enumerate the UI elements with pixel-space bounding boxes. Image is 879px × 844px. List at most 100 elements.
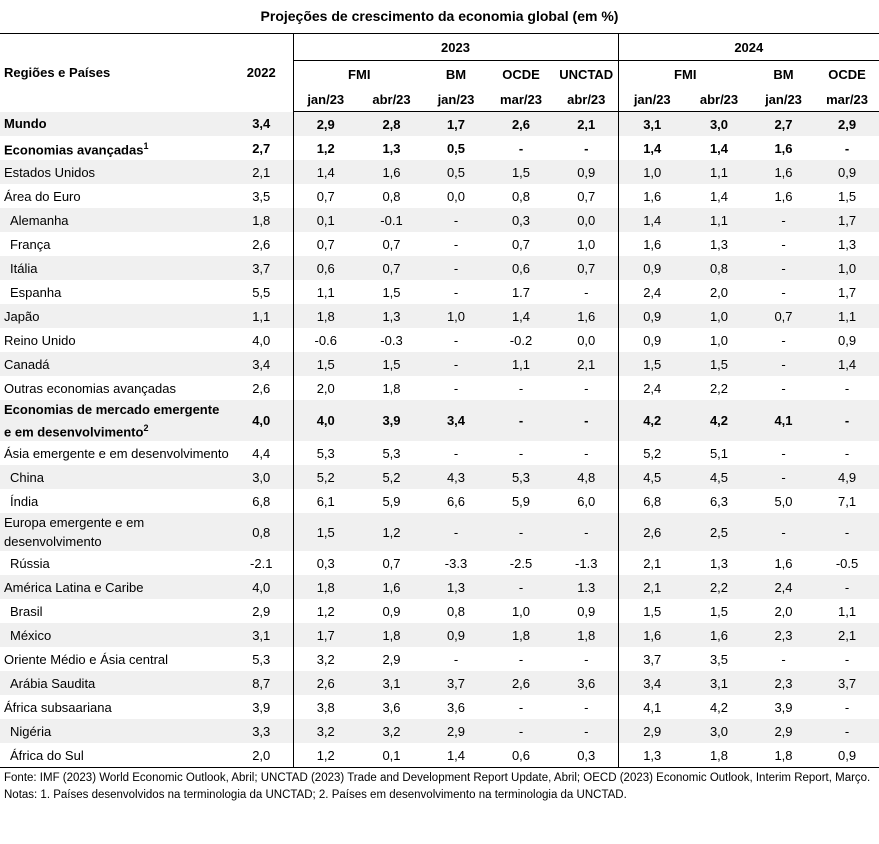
region-name: Canadá <box>0 352 230 376</box>
value-cell: - <box>555 513 618 552</box>
region-name: Reino Unido <box>0 328 230 352</box>
month-header: jan/23 <box>425 87 487 112</box>
value-cell: 5,9 <box>511 493 531 509</box>
value-cell: 6,1 <box>292 489 358 514</box>
value-cell: 0,6 <box>487 256 555 280</box>
header-row: FMI BM OCDE UNCTAD FMI BM OCDE <box>0 60 879 87</box>
region-label: China <box>10 469 44 485</box>
value-cell: 3,6 <box>555 671 618 696</box>
value-cell: 2,9 <box>752 719 815 744</box>
value-cell: 0,3 <box>487 208 555 232</box>
value-cell: 0,6 <box>487 743 555 769</box>
data-row: Itália 3,7 0,6 0,7-0,6 0,7 0,9 0,8-1,0 <box>0 256 879 280</box>
value-cell: 1,8 <box>292 304 358 328</box>
value-cell: 6,0 <box>577 493 596 509</box>
value-cell: - <box>453 380 459 396</box>
value-cell: - <box>453 284 459 300</box>
footnote: Notas: 1. Países desenvolvidos na termin… <box>4 789 627 802</box>
value-cell: - <box>487 575 555 600</box>
region-label: Ásia emergente e em desenvolvimento <box>4 445 229 461</box>
data-row: Reino Unido 4,0 -0.6 -0.3 - -0.2 0,0 0,9 1,0 - 0,9 <box>0 328 879 352</box>
value-cell: 1,6 <box>752 160 815 184</box>
value-cell: 1,0 <box>686 304 752 328</box>
value-cell: 1,4 <box>617 208 686 232</box>
value-cell: 1,4 <box>815 352 879 376</box>
month-header: jan/23 <box>292 87 358 112</box>
region-name: Nigéria <box>0 719 230 744</box>
value-cell: 0,9 <box>815 160 879 184</box>
value-cell: 2,7 <box>252 140 271 156</box>
value-cell: 0,8 <box>446 603 466 619</box>
value-cell: - <box>781 651 786 667</box>
value-cell: - <box>555 400 618 442</box>
month-header: jan/23 <box>617 87 686 112</box>
value-cell: - <box>752 352 815 376</box>
value-cell: 1,1 <box>815 304 879 328</box>
value-cell: 2,9 <box>815 111 879 136</box>
value-cell: - <box>425 208 487 232</box>
region-label: Economias de mercado emergente e em dese… <box>4 402 220 440</box>
value-cell: 2,1 <box>617 551 686 576</box>
value-cell: 1,8 <box>358 623 425 648</box>
source-header: OCDE <box>502 66 540 82</box>
value-cell: 0,1 <box>358 743 425 769</box>
value-cell: 1,2 <box>358 513 425 552</box>
value-cell: 1,6 <box>774 140 793 156</box>
region-label: Índia <box>10 493 39 509</box>
value-cell: 7,1 <box>837 493 857 509</box>
source-header: UNCTAD <box>559 66 614 82</box>
value-cell: 1,3 <box>617 743 686 769</box>
region-name: Área do Euro <box>0 184 230 208</box>
value-cell: 1,1 <box>292 280 358 304</box>
data-row: Brasil 2,9 1,2 0,9 0,8 1,0 0,9 1,5 1,5 2,0 1,1 <box>0 599 879 624</box>
value-cell: 0,7 <box>577 188 596 204</box>
data-row: Nigéria 3,3 3,2 3,2 2,9- -2,9 3,0 2,9- <box>0 719 879 744</box>
region-label: Itália <box>10 260 38 276</box>
region-name: Oriente Médio e Ásia central <box>0 647 230 671</box>
region-label: Europa emergente e em desenvolvimento <box>4 515 145 550</box>
base-year-header: 2022 <box>230 33 293 112</box>
value-cell: 3,5 <box>709 651 729 667</box>
value-cell: - <box>487 513 555 552</box>
value-cell: 1,6 <box>617 232 686 256</box>
value-cell: 6,8 <box>252 493 271 509</box>
value-cell: - <box>584 380 589 396</box>
table-title: Projeções de crescimento da economia glo… <box>260 8 619 24</box>
growth-table: Regiões e Países 2022 2023 2024 FMI BM OCDE UNC… <box>0 33 879 769</box>
value-cell: 1,5 <box>382 284 401 300</box>
value-cell: 1,0 <box>577 236 596 252</box>
value-cell: 5,3 <box>487 465 555 490</box>
value-cell: 2,4 <box>617 280 686 304</box>
value-cell: 0,7 <box>752 304 815 328</box>
value-cell: -0.2 <box>509 332 533 348</box>
value-cell: 2,9 <box>252 603 271 619</box>
value-cell: 0,8 <box>382 188 401 204</box>
value-cell: 1.7 <box>511 284 531 300</box>
region-name: Estados Unidos <box>0 160 230 184</box>
value-cell: 5,3 <box>292 441 358 466</box>
region-label: Japão <box>4 308 40 324</box>
value-cell: 0,9 <box>617 304 686 328</box>
value-cell: - <box>781 445 786 461</box>
value-cell: 0,0 <box>555 208 618 232</box>
value-cell: 1,6 <box>774 188 793 204</box>
value-cell: 4,5 <box>617 465 686 490</box>
value-cell: 2,9 <box>292 111 358 136</box>
month-header: abr/23 <box>686 87 752 112</box>
value-cell: 2,4 <box>752 575 815 600</box>
value-cell: - <box>584 651 589 667</box>
value-cell: - <box>781 236 786 252</box>
year-header: 2023 <box>292 33 618 61</box>
value-cell: 1,2 <box>292 599 358 624</box>
value-cell: 5,2 <box>358 465 425 490</box>
month-header: abr/23 <box>555 87 618 112</box>
value-cell: 0,5 <box>446 140 466 156</box>
value-cell: - <box>518 140 524 156</box>
value-cell: 3,6 <box>446 699 466 715</box>
value-cell: -3.3 <box>444 555 468 571</box>
value-cell: 1,6 <box>774 555 793 571</box>
value-cell: 2,1 <box>617 575 686 600</box>
region-label: África do Sul <box>10 747 84 763</box>
region-name: América Latina e Caribe <box>0 575 230 600</box>
